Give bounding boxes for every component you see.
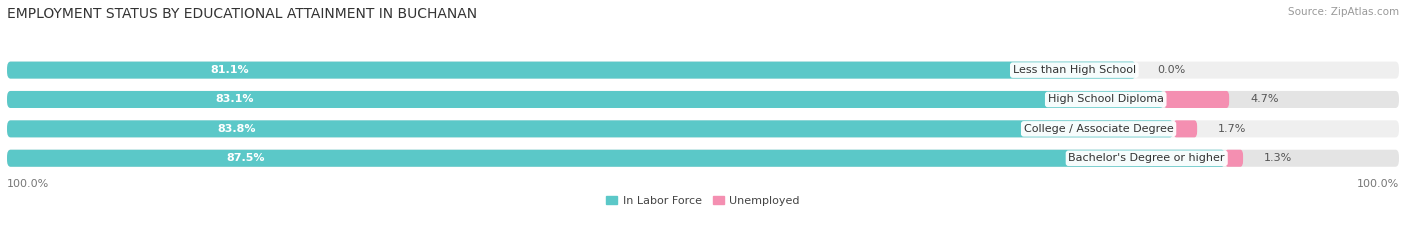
FancyBboxPatch shape (7, 62, 1136, 79)
Text: EMPLOYMENT STATUS BY EDUCATIONAL ATTAINMENT IN BUCHANAN: EMPLOYMENT STATUS BY EDUCATIONAL ATTAINM… (7, 7, 477, 21)
FancyBboxPatch shape (7, 120, 1399, 137)
FancyBboxPatch shape (1225, 150, 1243, 167)
Text: 81.1%: 81.1% (211, 65, 249, 75)
Text: 1.7%: 1.7% (1218, 124, 1246, 134)
Text: Source: ZipAtlas.com: Source: ZipAtlas.com (1288, 7, 1399, 17)
Text: 87.5%: 87.5% (226, 153, 264, 163)
FancyBboxPatch shape (1174, 120, 1197, 137)
Text: 83.1%: 83.1% (215, 94, 253, 104)
Text: 4.7%: 4.7% (1250, 94, 1278, 104)
FancyBboxPatch shape (7, 91, 1399, 108)
FancyBboxPatch shape (1164, 91, 1229, 108)
Text: Less than High School: Less than High School (1012, 65, 1136, 75)
Text: Bachelor's Degree or higher: Bachelor's Degree or higher (1069, 153, 1225, 163)
FancyBboxPatch shape (7, 91, 1164, 108)
Text: 1.3%: 1.3% (1264, 153, 1292, 163)
Text: 100.0%: 100.0% (7, 179, 49, 189)
FancyBboxPatch shape (7, 120, 1174, 137)
FancyBboxPatch shape (7, 150, 1225, 167)
FancyBboxPatch shape (7, 150, 1399, 167)
Text: 100.0%: 100.0% (1357, 179, 1399, 189)
Text: High School Diploma: High School Diploma (1047, 94, 1164, 104)
Legend: In Labor Force, Unemployed: In Labor Force, Unemployed (606, 196, 800, 206)
Text: 83.8%: 83.8% (217, 124, 256, 134)
Text: 0.0%: 0.0% (1157, 65, 1185, 75)
FancyBboxPatch shape (7, 62, 1399, 79)
Text: College / Associate Degree: College / Associate Degree (1024, 124, 1174, 134)
